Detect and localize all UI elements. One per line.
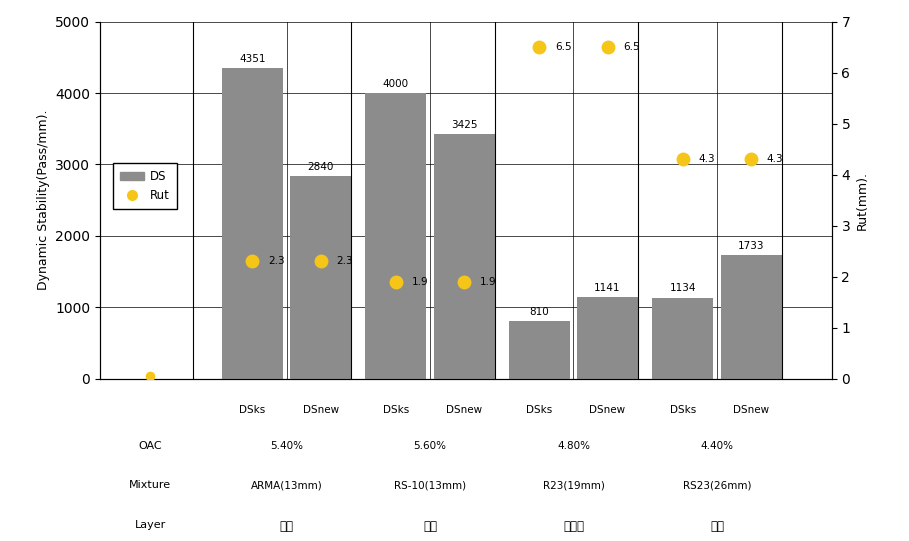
Text: Layer: Layer bbox=[135, 520, 165, 530]
Text: DSks: DSks bbox=[383, 406, 409, 415]
Text: OAC: OAC bbox=[138, 441, 162, 451]
Text: 3425: 3425 bbox=[451, 120, 477, 130]
Text: 4.80%: 4.80% bbox=[557, 441, 590, 451]
Text: 4.3: 4.3 bbox=[699, 154, 715, 164]
Text: 5.60%: 5.60% bbox=[414, 441, 446, 451]
Bar bbox=[577, 297, 638, 379]
Text: DSnew: DSnew bbox=[733, 406, 769, 415]
Legend: DS, Rut: DS, Rut bbox=[114, 163, 176, 209]
Bar bbox=[653, 298, 714, 379]
Text: 4.40%: 4.40% bbox=[701, 441, 734, 451]
Text: DSks: DSks bbox=[670, 406, 696, 415]
Y-axis label: Rut(mm).: Rut(mm). bbox=[856, 170, 869, 230]
Text: 6.5: 6.5 bbox=[555, 42, 572, 52]
Text: 1134: 1134 bbox=[670, 283, 696, 293]
Text: R23(19mm): R23(19mm) bbox=[543, 480, 604, 491]
Text: 중간층: 중간층 bbox=[563, 520, 584, 533]
Text: DSnew: DSnew bbox=[303, 406, 339, 415]
Text: RS-10(13mm): RS-10(13mm) bbox=[394, 480, 466, 491]
Text: 1.9: 1.9 bbox=[412, 277, 428, 287]
Text: 6.5: 6.5 bbox=[624, 42, 640, 52]
Text: 1.9: 1.9 bbox=[480, 277, 496, 287]
Text: DSks: DSks bbox=[239, 406, 265, 415]
Text: 4.3: 4.3 bbox=[767, 154, 784, 164]
Text: 810: 810 bbox=[530, 307, 549, 316]
Text: DSnew: DSnew bbox=[589, 406, 625, 415]
Bar bbox=[509, 321, 570, 379]
Text: DSnew: DSnew bbox=[446, 406, 482, 415]
Text: Mixture: Mixture bbox=[129, 480, 171, 491]
Y-axis label: Dynamic Stability(Pass/mm).: Dynamic Stability(Pass/mm). bbox=[36, 110, 50, 291]
Text: 4351: 4351 bbox=[239, 54, 265, 64]
Bar bbox=[290, 176, 351, 379]
Text: 표층: 표층 bbox=[423, 520, 437, 533]
Bar bbox=[434, 134, 494, 379]
Text: ARMA(13mm): ARMA(13mm) bbox=[251, 480, 323, 491]
Text: 표층: 표층 bbox=[279, 520, 294, 533]
Text: DSks: DSks bbox=[526, 406, 553, 415]
Bar bbox=[721, 255, 782, 379]
Text: 5.40%: 5.40% bbox=[270, 441, 303, 451]
Bar bbox=[365, 93, 426, 379]
Text: RS23(26mm): RS23(26mm) bbox=[683, 480, 751, 491]
Bar bbox=[222, 68, 283, 379]
Text: 2.3: 2.3 bbox=[336, 256, 353, 266]
Text: 1733: 1733 bbox=[738, 241, 764, 250]
Text: 1141: 1141 bbox=[594, 283, 621, 293]
Text: 2.3: 2.3 bbox=[268, 256, 285, 266]
Text: 기층: 기층 bbox=[710, 520, 724, 533]
Text: 2840: 2840 bbox=[307, 162, 334, 171]
Text: 4000: 4000 bbox=[383, 79, 409, 89]
